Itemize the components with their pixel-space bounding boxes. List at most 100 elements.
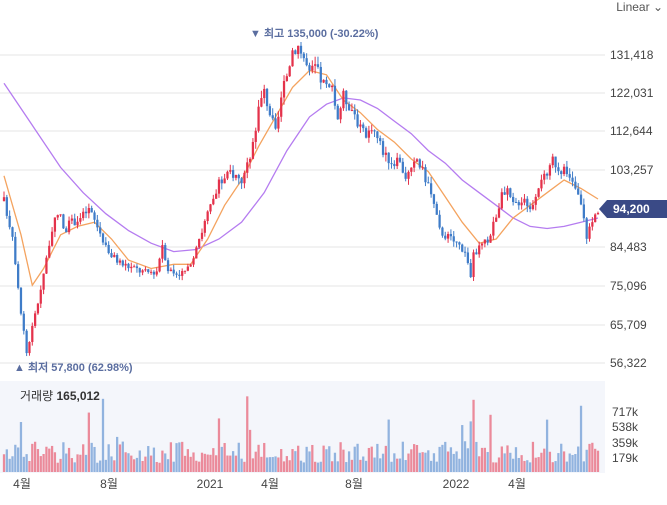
volume-bar [401,441,404,472]
candle-body [325,79,328,85]
volume-bar [359,459,362,472]
candle-body [107,244,110,254]
candle-body [472,252,475,278]
candle-body [189,264,192,267]
volume-bar [432,453,436,472]
candle-body [596,213,600,215]
volume-bar [39,456,42,472]
candle-body [364,128,368,138]
candle-body [220,179,223,184]
volume-bar [353,446,356,472]
volume-bar [458,458,461,472]
volume-bar [96,462,99,472]
candle-body [514,202,518,204]
candle-body [517,202,520,206]
volume-bar [67,447,71,472]
volume-bar [379,458,382,472]
candle-body [308,65,311,71]
candle-body [528,206,532,210]
candle-body [560,171,563,175]
candle-body [130,266,133,269]
candle-body [104,242,107,245]
volume-bar [362,456,365,472]
candle-body [36,303,40,314]
candle-body [280,97,283,117]
volume-tick-label: 538k [612,420,639,434]
volume-bar [531,441,535,472]
volume-bar [520,455,523,472]
volume-bar [192,452,195,472]
volume-bar [463,441,467,472]
volume-bar [104,459,107,472]
candle-body [166,260,170,272]
volume-bar [571,454,574,472]
candle-body [144,269,147,271]
volume-bar [144,456,147,472]
volume-bar [489,414,492,472]
volume-bar [500,446,503,472]
volume-bars [2,396,600,472]
candle-body [466,252,470,264]
candle-body [243,172,246,184]
volume-bar [79,454,82,472]
volume-bar [396,458,399,472]
candle-body [509,188,512,197]
volume-bar [506,445,509,472]
volume-bar [565,461,569,472]
volume-bar [469,421,472,472]
volume-bar [446,451,450,472]
volume-bar [42,454,45,472]
candle-body [469,263,472,278]
volume-bar [483,447,486,472]
candle-body [328,84,331,88]
y-tick-label: 65,709 [610,318,647,332]
scale-toggle-button[interactable]: Linear ⌄ [612,0,667,16]
candle-body [240,178,243,184]
volume-bar [503,453,506,472]
candle-body [461,244,464,252]
volume-bar [166,459,170,472]
volume-bar [28,460,31,472]
volume-bar [48,448,51,472]
volume-bar [56,462,59,472]
volume-bar [577,446,580,472]
volume-bar [5,449,8,472]
candle-body [339,108,342,120]
volume-bar [2,454,6,472]
candle-body [59,214,62,216]
candle-body [370,130,373,132]
candle-body [316,64,320,67]
volume-bar [231,451,235,472]
candle-body [571,177,574,182]
volume-value: 165,012 [56,389,100,403]
volume-bar [31,443,34,472]
volume-bar [370,446,373,472]
volume-bar [350,459,354,472]
candle-body [489,235,492,243]
volume-bar [314,461,317,472]
volume-bar [316,462,320,472]
candle-body [79,218,82,222]
candle-body [33,313,37,326]
candle-body [537,188,540,197]
current-price-badge: 94,200 [599,200,667,218]
volume-bar [22,456,25,472]
candle-body [367,130,371,138]
volume-bar [234,455,238,472]
candle-body [398,157,402,162]
candle-body [404,172,407,179]
volume-bar [291,449,294,472]
candles [2,42,600,357]
candle-body [427,182,430,184]
volume-bar [342,449,345,472]
y-tick-label: 56,322 [610,356,647,370]
volume-bar [260,456,263,472]
volume-tick-label: 359k [612,436,639,450]
candle-body [274,118,277,129]
volume-bar [495,462,498,472]
candle-body [506,188,509,195]
candle-body [116,254,119,263]
volume-bar [82,444,85,472]
